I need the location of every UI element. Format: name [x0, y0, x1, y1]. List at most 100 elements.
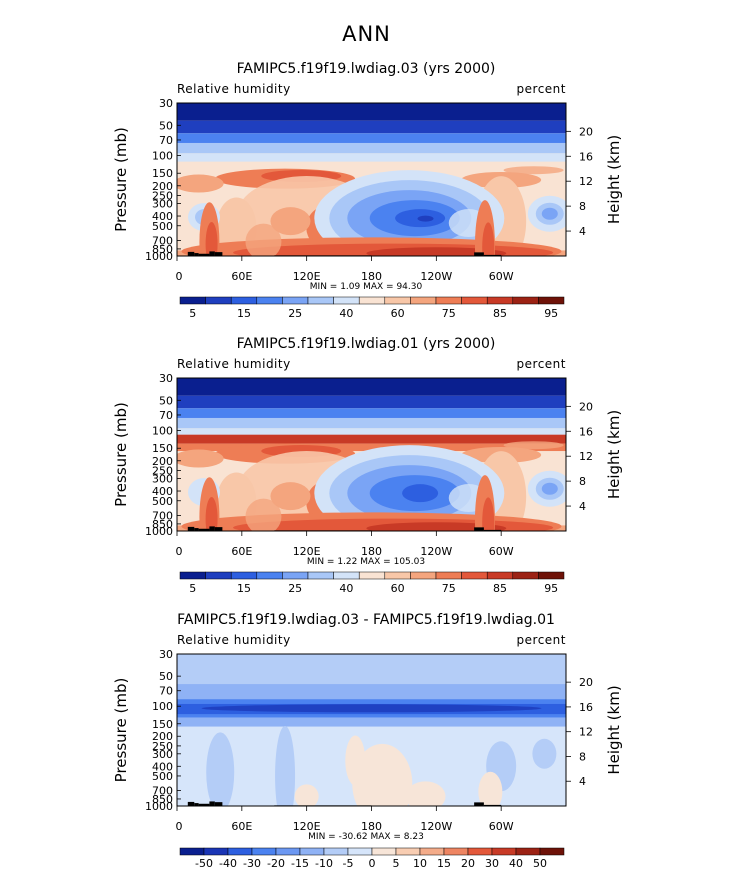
height-tick-label: 12 [579, 726, 593, 739]
contour-blob [503, 166, 564, 175]
colorbar-swatch [323, 847, 349, 856]
contour-blob [417, 215, 434, 222]
colorbar-swatch [230, 296, 258, 305]
colorbar-swatch [333, 571, 360, 580]
panel-title: FAMIPC5.f19f19.lwdiag.03 (yrs 2000) [237, 61, 496, 77]
colorbar-swatch [384, 296, 411, 305]
y-tick-label: 30 [159, 372, 173, 385]
colorbar-swatch [203, 847, 229, 856]
x-tick-label: 120W [420, 820, 452, 833]
colorbar-swatch [205, 296, 232, 305]
topography-land [194, 528, 199, 531]
contour-band [177, 654, 566, 685]
colorbar-swatch [347, 847, 373, 856]
y-tick-label: 200 [152, 455, 173, 468]
x-tick-label: 120E [293, 270, 321, 283]
colorbar-label: 0 [369, 857, 376, 870]
colorbar-label: 75 [442, 582, 456, 595]
colorbar-swatch [230, 571, 258, 580]
colorbar-swatch [307, 296, 334, 305]
colorbar-swatch [435, 296, 462, 305]
page-title: ANN [342, 22, 391, 46]
y-tick-label: 100 [152, 700, 173, 713]
colorbar-swatch [358, 571, 386, 580]
contour-blob [205, 497, 218, 531]
colorbar-swatch [512, 571, 539, 580]
colorbar-label: -30 [243, 857, 261, 870]
contour-blob [245, 223, 282, 256]
colorbar-swatch [461, 571, 488, 580]
y-tick-label: 70 [159, 409, 173, 422]
contour-blob [275, 725, 296, 806]
y-tick-label: 50 [159, 670, 173, 683]
y-tick-label: 500 [152, 220, 173, 233]
contour-field [177, 378, 566, 531]
height-tick-label: 4 [579, 500, 586, 513]
colorbar-swatch [179, 296, 206, 305]
height-tick-label: 20 [579, 400, 593, 413]
panel-1: FAMIPC5.f19f19.lwdiag.03 (yrs 2000) Relat… [112, 61, 623, 292]
colorbar-swatch [299, 847, 325, 856]
contour-band [177, 684, 566, 700]
contour-blob [270, 482, 311, 511]
topography-land [214, 527, 223, 531]
topography-land [198, 253, 210, 256]
y-tick-label: 400 [152, 760, 173, 773]
height-tick-label: 8 [579, 475, 586, 488]
contour-blob [206, 732, 235, 806]
y-tick-label: 300 [152, 748, 173, 761]
colorbar-label: -5 [343, 857, 354, 870]
y2-axis-title: Height (km) [605, 410, 623, 499]
contour-blob [245, 498, 282, 531]
colorbar-swatch [179, 847, 205, 856]
colorbar-label: -50 [195, 857, 213, 870]
panel-2: FAMIPC5.f19f19.lwdiag.01 (yrs 2000) Relat… [112, 336, 623, 567]
contour-blob [482, 497, 495, 531]
height-tick-label: 8 [579, 750, 586, 763]
y-tick-label: 1000 [145, 525, 173, 538]
contour-blob [478, 771, 503, 806]
y-tick-label: 100 [152, 425, 173, 438]
contour-band [177, 443, 566, 452]
contour-blob [294, 784, 319, 806]
contour-blob [532, 738, 557, 769]
contour-band [177, 717, 566, 727]
y-tick-label: 150 [152, 718, 173, 731]
contour-band [177, 103, 566, 121]
topography-land [483, 804, 502, 806]
unit-label: percent [517, 82, 566, 96]
topography-land [474, 252, 484, 256]
contour-blob [177, 449, 224, 468]
colorbar-swatch [435, 571, 462, 580]
colorbar-swatch [179, 571, 206, 580]
y-tick-label: 500 [152, 770, 173, 783]
min-max-stats: MIN = 1.09 MAX = 94.30 [310, 282, 423, 292]
topography-land [474, 527, 484, 531]
x-tick-label: 120E [293, 545, 321, 558]
colorbar-swatch [333, 296, 360, 305]
contour-band [177, 133, 566, 143]
colorbar-label: -15 [291, 857, 309, 870]
height-tick-label: 4 [579, 225, 586, 238]
contour-blob [201, 704, 542, 713]
height-tick-label: 20 [579, 676, 593, 689]
y-tick-label: 700 [152, 785, 173, 798]
y-tick-label: 70 [159, 685, 173, 698]
topography-land [209, 251, 215, 256]
topography-land [483, 254, 502, 256]
contour-blob [405, 781, 446, 806]
colorbar-label: 25 [288, 582, 302, 595]
colorbar-swatch [515, 847, 541, 856]
colorbar-label: 50 [533, 857, 547, 870]
height-tick-label: 4 [579, 775, 586, 788]
height-tick-label: 16 [579, 425, 593, 438]
contour-band [177, 428, 566, 437]
y-tick-label: 50 [159, 394, 173, 407]
colorbar-label: 15 [437, 857, 451, 870]
colorbar-swatch [538, 296, 565, 305]
min-max-stats: MIN = 1.22 MAX = 105.03 [307, 557, 425, 567]
colorbar: 5 15 25 40 60 75 85 95 [179, 296, 565, 320]
y-tick-label: 50 [159, 119, 173, 132]
topography-land [214, 252, 223, 256]
